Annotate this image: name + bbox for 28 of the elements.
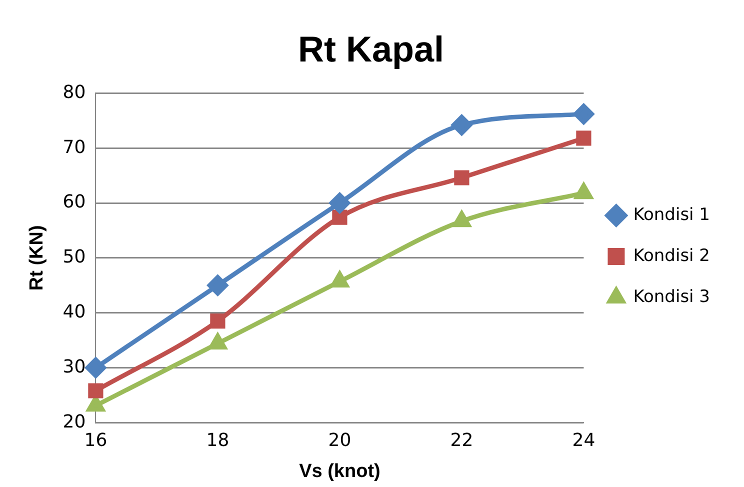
point [88,383,104,398]
point [329,192,350,214]
y-tick-label: 40 [62,301,86,322]
x-tick-label: 22 [450,430,474,452]
point [210,313,226,329]
legend-label: Kondisi 3 [633,286,710,307]
y-tick-label: 60 [62,192,86,213]
x-tick-label: 16 [84,430,108,452]
point [332,210,348,225]
y-tick-label: 20 [62,411,86,432]
x-tick-label: 24 [572,430,596,452]
legend-label: Kondisi 2 [633,246,710,266]
point [576,130,592,146]
y-tick-label: 70 [62,136,86,158]
x-tick-label: 20 [328,430,352,452]
y-tick-label: 80 [62,82,86,103]
chart-title: Rt Kapal [298,28,444,70]
point [207,275,228,296]
point [85,357,106,378]
y-axis-title: Rt (KN) [26,225,48,291]
x-axis-title: Vs (knot) [299,460,380,482]
x-tick-label: 18 [206,430,230,452]
legend-label: Kondisi 1 [633,204,710,225]
y-tick-label: 50 [62,246,86,268]
point [451,114,472,136]
point [573,104,594,124]
point [454,170,470,186]
y-tick-label: 30 [62,356,86,378]
